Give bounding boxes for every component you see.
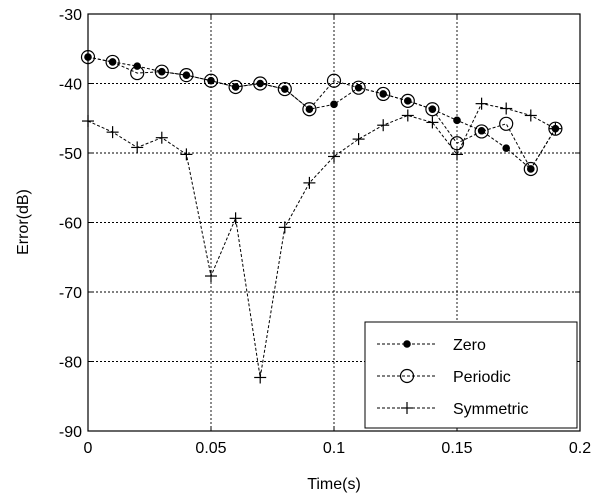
data-point-symmetric bbox=[303, 176, 316, 189]
y-tick-label: -50 bbox=[59, 146, 82, 163]
data-point-symmetric bbox=[254, 371, 267, 384]
data-point-periodic bbox=[326, 73, 342, 88]
data-point-periodic bbox=[105, 54, 120, 70]
legend: Zero Periodic Symmetric bbox=[364, 321, 578, 429]
legend-marker-zero bbox=[403, 340, 411, 348]
series-line-symmetric bbox=[87, 103, 556, 378]
series-line-zero bbox=[87, 56, 556, 170]
data-point-symmetric bbox=[229, 212, 242, 225]
legend-marker-periodic bbox=[399, 368, 415, 384]
data-point-periodic bbox=[302, 102, 317, 117]
data-point-symmetric bbox=[500, 102, 513, 115]
legend-label-zero: Zero bbox=[453, 337, 486, 354]
series-line-periodic bbox=[87, 56, 556, 170]
data-point-symmetric bbox=[155, 131, 168, 144]
data-point-symmetric bbox=[524, 109, 537, 122]
axis-labels: Time(s) Error(dB) bbox=[15, 189, 361, 493]
data-point-periodic bbox=[253, 76, 268, 91]
data-point-periodic bbox=[499, 116, 514, 131]
data-point-periodic bbox=[376, 86, 391, 102]
data-point-symmetric bbox=[205, 270, 217, 283]
y-axis-label: Error(dB) bbox=[15, 189, 32, 255]
x-tick-label: 0.05 bbox=[195, 440, 226, 457]
x-axis-label: Time(s) bbox=[307, 476, 361, 493]
legend-marker-symmetric bbox=[401, 402, 413, 414]
y-tick-label: -70 bbox=[59, 285, 82, 302]
data-point-periodic bbox=[548, 121, 563, 136]
legend-item-symmetric: Symmetric bbox=[377, 401, 529, 418]
data-point-symmetric bbox=[180, 148, 193, 161]
data-point-periodic bbox=[523, 161, 538, 177]
y-tick-label: -40 bbox=[59, 77, 82, 94]
data-point-symmetric bbox=[377, 119, 390, 132]
ticks: 0 0.05 0.1 0.15 0.2 -90 -80 -70 -60 -50 -40 -30 bbox=[59, 7, 591, 457]
data-point-periodic bbox=[130, 65, 145, 81]
data-point-periodic bbox=[277, 81, 292, 97]
data-point-zero bbox=[330, 100, 338, 109]
data-point-symmetric bbox=[401, 109, 414, 122]
data-point-symmetric bbox=[278, 221, 291, 234]
data-point-periodic bbox=[474, 124, 489, 139]
data-point-periodic bbox=[179, 68, 194, 83]
data-point-symmetric bbox=[328, 150, 340, 163]
y-tick-label: -30 bbox=[59, 7, 82, 24]
x-tick-label: 0.15 bbox=[441, 440, 472, 457]
series-symmetric bbox=[82, 97, 562, 384]
data-point-periodic bbox=[351, 80, 366, 95]
data-point-symmetric bbox=[106, 126, 119, 139]
y-tick-label: -90 bbox=[59, 424, 82, 441]
legend-label-periodic: Periodic bbox=[453, 369, 511, 386]
data-point-symmetric bbox=[131, 141, 144, 154]
data-point-symmetric bbox=[426, 116, 439, 129]
data-point-periodic bbox=[228, 79, 243, 95]
legend-label-symmetric: Symmetric bbox=[453, 401, 529, 418]
data-point-zero bbox=[453, 116, 461, 125]
x-tick-label: 0 bbox=[84, 440, 93, 457]
data-point-symmetric bbox=[475, 97, 488, 110]
data-point-periodic bbox=[203, 73, 219, 88]
y-tick-label: -80 bbox=[59, 355, 82, 372]
data-point-zero bbox=[502, 144, 511, 152]
x-tick-label: 0.1 bbox=[323, 440, 345, 457]
data-point-symmetric bbox=[352, 133, 365, 146]
data-point-periodic bbox=[400, 93, 415, 108]
data-point-periodic bbox=[154, 64, 169, 79]
data-point-zero bbox=[404, 97, 412, 105]
data-point-periodic bbox=[425, 102, 440, 117]
data-point-symmetric bbox=[549, 122, 562, 135]
legend-item-zero: Zero bbox=[377, 337, 486, 354]
x-tick-label: 0.2 bbox=[569, 440, 591, 457]
series-group bbox=[80, 49, 563, 384]
data-point-zero bbox=[428, 105, 437, 114]
legend-item-periodic: Periodic bbox=[377, 368, 511, 386]
data-point-symmetric bbox=[451, 148, 463, 161]
y-tick-label: -60 bbox=[59, 216, 82, 233]
